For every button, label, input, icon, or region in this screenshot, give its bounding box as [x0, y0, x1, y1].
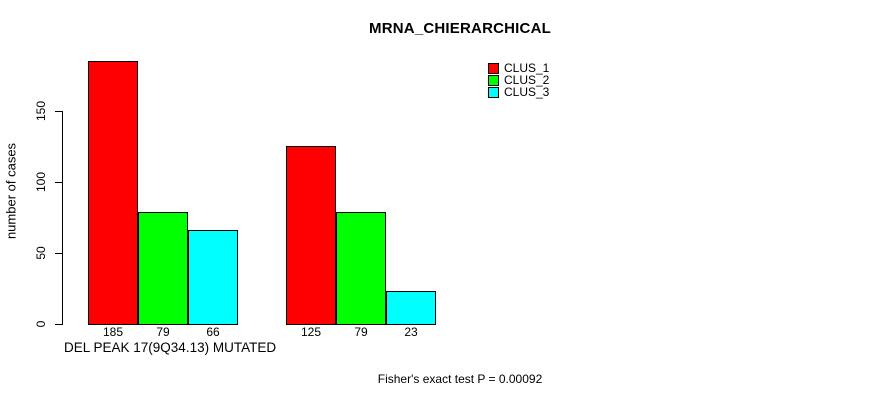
bar: [286, 146, 336, 325]
bar: [386, 291, 436, 325]
bar-value-label: 125: [300, 325, 322, 339]
y-axis-tick: [55, 253, 63, 254]
bar-value-label: 79: [156, 325, 170, 339]
legend-item: CLUS_2: [488, 74, 549, 86]
legend-label: CLUS_2: [504, 73, 550, 87]
y-axis-tick-label: 0: [34, 320, 48, 328]
y-axis-tick: [55, 182, 63, 183]
footnote-text: Fisher's exact test P = 0.00092: [377, 372, 543, 386]
bar-value-label: 79: [354, 325, 368, 339]
y-axis-line: [62, 111, 63, 325]
legend-swatch: [488, 86, 499, 98]
y-axis-tick-label: 150: [34, 100, 48, 122]
bar-value-label: 185: [102, 325, 124, 339]
bar-value-label: 23: [404, 325, 418, 339]
bar-value-label: 66: [206, 325, 220, 339]
legend-swatch: [488, 62, 499, 74]
bar: [188, 230, 238, 325]
legend-item: CLUS_3: [488, 86, 549, 98]
bar: [88, 61, 138, 325]
legend-item: CLUS_1: [488, 62, 549, 74]
y-axis-tick: [55, 324, 63, 325]
bar: [336, 212, 386, 325]
x-axis-label: DEL PEAK 17(9Q34.13) MUTATED: [64, 340, 277, 355]
legend-label: CLUS_1: [504, 61, 550, 75]
y-axis-tick: [55, 111, 63, 112]
bar: [138, 212, 188, 325]
legend-swatch: [488, 74, 499, 86]
y-axis-tick-label: 100: [34, 171, 48, 193]
y-axis-tick-label: 50: [34, 246, 48, 260]
legend: CLUS_1 CLUS_2 CLUS_3: [488, 62, 549, 98]
chart-title: MRNA_CHIERARCHICAL: [369, 20, 551, 37]
legend-label: CLUS_3: [504, 85, 550, 99]
